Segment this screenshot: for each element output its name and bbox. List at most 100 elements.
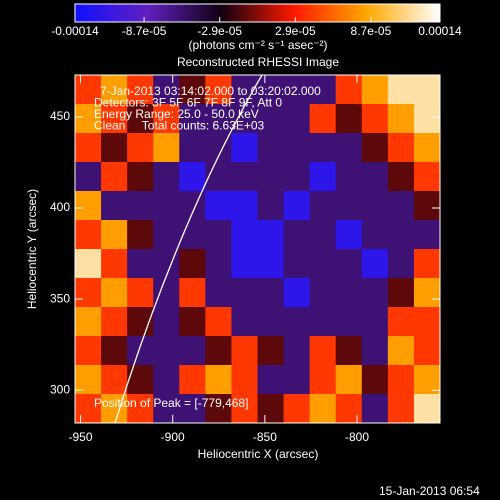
heatmap-cell [127, 365, 154, 395]
heatmap-cell [179, 307, 206, 337]
heatmap-cell [101, 75, 128, 105]
heatmap-cell [257, 133, 285, 163]
heatmap-cell [101, 365, 128, 395]
heatmap-cell [101, 336, 128, 366]
heatmap-cell [413, 394, 440, 423]
heatmap-cell [179, 104, 206, 134]
heatmap-cell [413, 220, 440, 250]
heatmap-cell [335, 191, 363, 221]
heatmap-cell [387, 249, 415, 279]
y-axis-title: Heliocentric Y (arcsec) [25, 189, 39, 309]
heatmap-cell [153, 307, 180, 337]
heatmap-cell [361, 133, 389, 163]
heatmap-cell [309, 75, 337, 105]
heatmap-cell [387, 75, 415, 105]
heatmap-cell [127, 249, 154, 279]
colorbar-tick-label: 0.00014 [418, 24, 462, 38]
heatmap-cell [205, 307, 232, 337]
heatmap-cell [361, 336, 389, 366]
heatmap-cell [257, 365, 285, 395]
heatmap-cell [257, 278, 285, 308]
heatmap-cell [101, 133, 128, 163]
heatmap-cell [101, 162, 128, 192]
heatmap-cell [205, 336, 232, 366]
colorbar-tick-label: -0.00014 [51, 24, 99, 38]
heatmap-cell [127, 278, 154, 308]
heatmap-cell [231, 133, 258, 163]
y-tick-label: 450 [50, 109, 70, 123]
heatmap-cell [127, 191, 154, 221]
heatmap-cell [101, 307, 128, 337]
heatmap-cell [387, 394, 415, 423]
heatmap-cell [153, 162, 180, 192]
heatmap-cell [101, 278, 128, 308]
heatmap-cell [283, 104, 311, 134]
heatmap-cell [153, 220, 180, 250]
heatmap-cell [205, 365, 232, 395]
colorbar [74, 3, 441, 23]
annotation: Clean Total counts: 6.63E+03 [94, 119, 265, 133]
heatmap-cell [101, 249, 128, 279]
heatmap-cell [75, 191, 102, 221]
heatmap-cell [283, 336, 311, 366]
heatmap-cell [205, 75, 232, 105]
heatmap-cell [127, 307, 154, 337]
heatmap-cell [283, 394, 311, 423]
heatmap-cell [153, 336, 180, 366]
heatmap-cell [387, 220, 415, 250]
heatmap-cell [309, 278, 337, 308]
heatmap-cell [75, 162, 102, 192]
heatmap-cell [231, 307, 258, 337]
heatmap-cell [257, 220, 285, 250]
heatmap-cell [205, 249, 232, 279]
heatmap-cell [153, 104, 180, 134]
heatmap-cell [75, 365, 102, 395]
heatmap-cell [309, 133, 337, 163]
heatmap-cell [231, 162, 258, 192]
heatmap-cell [179, 394, 206, 423]
heatmap-cell [127, 133, 154, 163]
heatmap-cell [231, 191, 258, 221]
heatmap-cell [387, 278, 415, 308]
y-tick-label: 400 [50, 200, 70, 214]
x-tick-label: -800 [345, 430, 369, 444]
heatmap [75, 75, 440, 423]
heatmap-cell [413, 162, 440, 192]
heatmap-cell [75, 249, 102, 279]
heatmap-cell [127, 394, 154, 423]
heatmap-cell [335, 133, 363, 163]
heatmap-cell [257, 191, 285, 221]
colorbar-tick-label: -2.9e-05 [197, 24, 242, 38]
heatmap-cell [361, 394, 389, 423]
heatmap-cell [101, 220, 128, 250]
heatmap-cell [361, 307, 389, 337]
heatmap-cell [387, 307, 415, 337]
heatmap-cell [283, 307, 311, 337]
colorbar-tick-label: 8.7e-05 [351, 24, 392, 38]
heatmap-cell [205, 278, 232, 308]
heatmap-cell [413, 75, 440, 105]
heatmap-cell [361, 191, 389, 221]
heatmap-cell [257, 394, 285, 423]
heatmap-cell [361, 104, 389, 134]
heatmap-cell [387, 162, 415, 192]
heatmap-cell [283, 249, 311, 279]
heatmap-cell [309, 365, 337, 395]
heatmap-cell [231, 394, 258, 423]
heatmap-cell [361, 75, 389, 105]
heatmap-cell [127, 336, 154, 366]
heatmap-cell [335, 75, 363, 105]
heatmap-cell [361, 278, 389, 308]
heatmap-cell [335, 249, 363, 279]
heatmap-cell [387, 104, 415, 134]
heatmap-cell [335, 394, 363, 423]
heatmap-cell [309, 336, 337, 366]
heatmap-cell [75, 394, 102, 423]
heatmap-cell [231, 278, 258, 308]
heatmap-cell [335, 278, 363, 308]
heatmap-cell [153, 394, 180, 423]
heatmap-cell [283, 278, 311, 308]
heatmap-cell [309, 104, 337, 134]
heatmap-cell [335, 104, 363, 134]
